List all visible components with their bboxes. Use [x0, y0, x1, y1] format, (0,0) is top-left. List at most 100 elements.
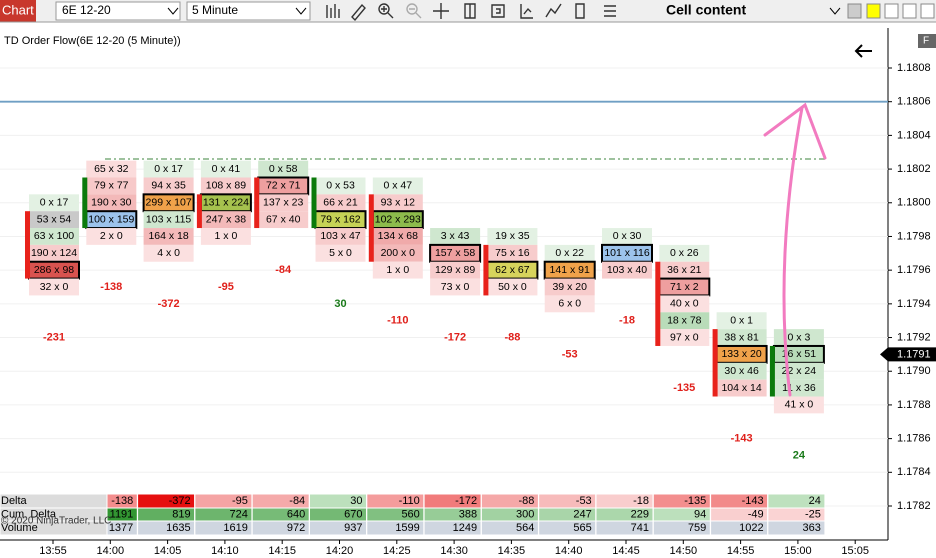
body-strip: [196, 194, 202, 229]
back-arrow[interactable]: [854, 44, 872, 58]
cell-text: 66 x 21: [323, 197, 358, 209]
cell-text: 0 x 26: [670, 247, 699, 259]
row-value: 759: [688, 522, 706, 534]
instrument: 6E 12-20: [62, 3, 111, 17]
window-buttons[interactable]: [847, 3, 935, 19]
body-strip: [483, 244, 489, 296]
cell-text: 38 x 81: [724, 331, 759, 343]
row-value: -53: [576, 495, 592, 507]
row-value: 724: [230, 508, 248, 520]
time-label: 14:30: [440, 545, 468, 557]
row-value: 229: [631, 508, 649, 520]
cell-text: 79 x 162: [320, 213, 360, 225]
footprint-cell: [487, 244, 538, 262]
row-value: 937: [344, 522, 362, 534]
cell-text: 104 x 14: [721, 382, 761, 394]
footprint-cell: [544, 244, 595, 262]
cell-text: 190 x 124: [31, 247, 77, 259]
cell-text: 39 x 20: [552, 281, 587, 293]
cell-text: 30 x 46: [724, 365, 759, 377]
row-value: 94: [694, 508, 706, 520]
mode: Cell content: [666, 2, 746, 18]
cell-text: 2 x 0: [100, 230, 123, 242]
body-strip: [25, 211, 30, 279]
cell-text: 94 x 35: [151, 180, 186, 192]
cell-text: 103 x 47: [320, 230, 360, 242]
current-price: 1.1791: [897, 348, 931, 360]
cell-text: 97 x 0: [670, 331, 699, 343]
cell-text: 0 x 53: [326, 180, 355, 192]
footprint-cell: [430, 261, 481, 279]
footprint-cell: [200, 228, 251, 245]
price-marker: [880, 347, 936, 362]
cell-text: 41 x 0: [785, 399, 814, 411]
cell-text: 62 x 67: [495, 264, 530, 276]
time-label: 14:35: [498, 545, 526, 557]
cell-text: 134 x 68: [378, 230, 418, 242]
cell-text: 0 x 30: [613, 230, 642, 242]
footprint-cell: [315, 228, 366, 245]
cell-text: 1 x 0: [386, 264, 409, 276]
row-value: -110: [399, 495, 420, 507]
time-label: 14:50: [670, 545, 698, 557]
cell-text: 79 x 77: [94, 180, 129, 192]
cell-text: 5 x 0: [329, 247, 352, 259]
dropdown-arrow: [167, 7, 179, 15]
interval: 5 Minute: [192, 3, 238, 17]
cell-text: 141 x 91: [550, 264, 590, 276]
price-label: 1.1802: [897, 163, 931, 175]
instrument-select[interactable]: [55, 1, 181, 21]
footprint-cell: [659, 329, 710, 346]
row-label: Delta: [1, 495, 28, 507]
bar-delta: 30: [334, 298, 346, 310]
chart-tab[interactable]: [0, 0, 36, 22]
time-label: 14:00: [97, 545, 125, 557]
row-value: -49: [748, 508, 764, 520]
time-label: 13:55: [39, 545, 67, 557]
footprint-cell: [29, 194, 79, 212]
cell-text: 0 x 47: [383, 180, 412, 192]
row-value: 1191: [110, 508, 134, 520]
bar-delta: -88: [504, 331, 520, 343]
footprint-cell: [29, 244, 79, 262]
f-button[interactable]: [918, 34, 936, 48]
toolbar-icons[interactable]: [326, 3, 616, 22]
cell-text: 0 x 17: [154, 163, 183, 175]
row-value: 388: [459, 508, 477, 520]
footprint-cell: [86, 228, 137, 245]
row-value: -88: [518, 495, 534, 507]
time-label: 14:05: [154, 545, 182, 557]
cell-text: 19 x 35: [495, 230, 530, 242]
row-value: 819: [172, 508, 190, 520]
footprint-cell: [372, 228, 423, 245]
row-value: 565: [573, 522, 591, 534]
interval-select[interactable]: [186, 1, 311, 21]
body-strip: [82, 177, 88, 229]
row-value: 24: [809, 495, 821, 507]
time-label: 14:40: [555, 545, 583, 557]
cell-text: 11 x 36: [782, 382, 816, 394]
footprint-cell: [143, 160, 194, 178]
row-value: -25: [805, 508, 821, 520]
footprint-cell: [29, 211, 79, 229]
footprint-cell: [29, 228, 79, 245]
cell-text: 299 x 107: [146, 197, 192, 209]
cell-text: 53 x 54: [37, 213, 72, 225]
price-label: 1.1786: [897, 433, 931, 445]
price-label: 1.1794: [897, 298, 931, 310]
cell-text: 36 x 21: [667, 264, 702, 276]
mode-arrow[interactable]: [829, 7, 841, 15]
footprint-cell: [773, 379, 824, 397]
cell-text: 1 x 0: [215, 230, 238, 242]
body-strip: [655, 261, 661, 346]
bar-delta: -110: [387, 315, 408, 327]
cell-text: 100 x 159: [88, 213, 134, 225]
row-value: 564: [516, 522, 534, 534]
cell-text: 63 x 100: [34, 230, 74, 242]
row-value: 670: [344, 508, 362, 520]
time-label: 14:20: [326, 545, 354, 557]
cell-text: 0 x 58: [269, 163, 298, 175]
row-value: 972: [287, 522, 305, 534]
body-strip: [254, 177, 260, 229]
cell-text: 18 x 78: [667, 314, 702, 326]
